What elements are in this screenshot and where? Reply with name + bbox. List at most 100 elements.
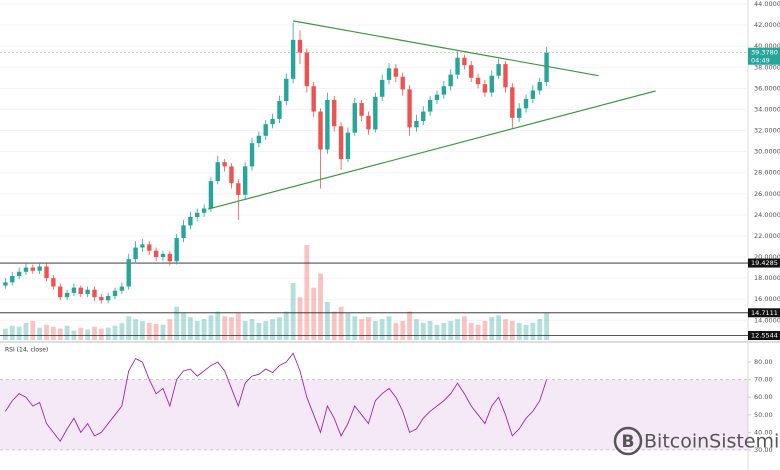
volume-bar — [249, 319, 255, 340]
volume-bar — [153, 323, 159, 340]
candle-body — [496, 64, 501, 76]
candle-body — [195, 212, 200, 217]
candle-body — [359, 103, 364, 116]
volume-bar — [297, 297, 303, 340]
volume-bar — [16, 326, 22, 340]
volume-bar — [112, 325, 118, 340]
volume-bar — [407, 311, 412, 340]
candle-body — [297, 39, 303, 53]
candle-body — [379, 79, 385, 97]
candle-body — [112, 290, 118, 297]
candle-body — [181, 225, 186, 239]
trendline — [208, 90, 656, 210]
volume-bar — [78, 327, 84, 340]
candle-body — [37, 266, 42, 271]
volume-bar — [263, 321, 269, 340]
y-tick-label: 38.0000 — [754, 63, 780, 71]
candle-body — [23, 267, 29, 272]
candle-body — [318, 111, 323, 150]
candle-body — [208, 181, 214, 209]
volume-bar — [208, 315, 214, 340]
volume-bar — [489, 317, 495, 340]
volume-bar — [311, 287, 317, 340]
candle-body — [242, 166, 248, 195]
volume-bar — [160, 324, 166, 340]
candle-body — [400, 76, 405, 90]
y-tick-label: 50.00 — [754, 411, 773, 419]
volume-bar — [393, 322, 399, 340]
candle-body — [345, 132, 351, 159]
volume-bar — [57, 328, 63, 340]
candle-body — [530, 90, 536, 99]
y-tick-label: 40.0000 — [754, 42, 780, 50]
price-label: 19.4285 — [751, 259, 778, 267]
candle-body — [85, 289, 90, 294]
price-label: 12.5544 — [751, 332, 778, 340]
candle-body — [236, 183, 241, 195]
volume-bar — [509, 321, 515, 340]
candle-body — [64, 292, 70, 298]
price-label-box — [748, 308, 780, 318]
candle-body — [475, 77, 481, 85]
volume-bar — [400, 321, 406, 340]
candle-body — [229, 166, 234, 184]
rsi-band — [0, 379, 748, 450]
y-tick-label: 70.00 — [754, 376, 773, 384]
watermark: BitcoinSistemi — [644, 431, 779, 453]
volume-bar — [468, 322, 474, 340]
candle-body — [386, 68, 392, 80]
candle-body — [441, 86, 447, 95]
volume-bar — [318, 273, 323, 340]
candle-body — [30, 267, 36, 271]
y-tick-label: 40.00 — [754, 428, 773, 436]
y-tick-label: 24.0000 — [754, 211, 780, 219]
candle-body — [16, 271, 22, 277]
candle-body — [256, 135, 262, 144]
volume-bar — [461, 316, 467, 340]
volume-bar — [222, 316, 228, 340]
volume-bar — [338, 306, 344, 340]
candle-body — [174, 238, 179, 262]
volume-bar — [434, 324, 440, 340]
volume-bar — [37, 327, 43, 340]
candle-body — [284, 78, 289, 101]
y-tick-label: 22.0000 — [754, 232, 780, 240]
volume-bar — [194, 321, 200, 340]
candle-body — [263, 124, 268, 136]
candle-body — [188, 216, 193, 226]
volume-bar — [187, 317, 193, 340]
candle-body — [99, 297, 104, 301]
rsi-title: RSI (14, close) — [5, 347, 48, 354]
volume-bar — [242, 321, 248, 340]
y-tick-label: 28.0000 — [754, 169, 780, 177]
volume-bar — [44, 324, 49, 340]
candle-body — [10, 276, 15, 283]
y-tick-label: 80.00 — [754, 358, 773, 366]
candle-body — [393, 68, 399, 77]
volume-bar — [119, 322, 125, 340]
volume-bar — [455, 319, 460, 340]
volume-bar — [482, 321, 488, 340]
candle-body — [201, 208, 207, 213]
y-tick-label: 20.0000 — [754, 253, 780, 261]
candle-body — [338, 126, 344, 159]
volume-bar — [427, 321, 433, 340]
candle-body — [58, 286, 63, 298]
y-tick-label: 30.0000 — [754, 148, 780, 156]
candle-body — [503, 64, 508, 88]
volume-bar — [277, 317, 282, 340]
candle-body — [147, 244, 152, 251]
current-price-label: 39.3780 — [751, 49, 778, 57]
volume-bar — [523, 324, 529, 340]
candle-body — [44, 266, 49, 279]
volume-bar — [105, 327, 111, 340]
candle-body — [270, 118, 275, 125]
candle-body — [455, 57, 460, 75]
volume-bar — [201, 319, 207, 340]
volume-bar — [516, 322, 522, 340]
volume-bar — [475, 324, 481, 340]
candle-body — [434, 94, 440, 100]
candle-body — [332, 99, 337, 127]
current-price-time: 04:49 — [751, 57, 770, 65]
candle-body — [304, 52, 310, 87]
